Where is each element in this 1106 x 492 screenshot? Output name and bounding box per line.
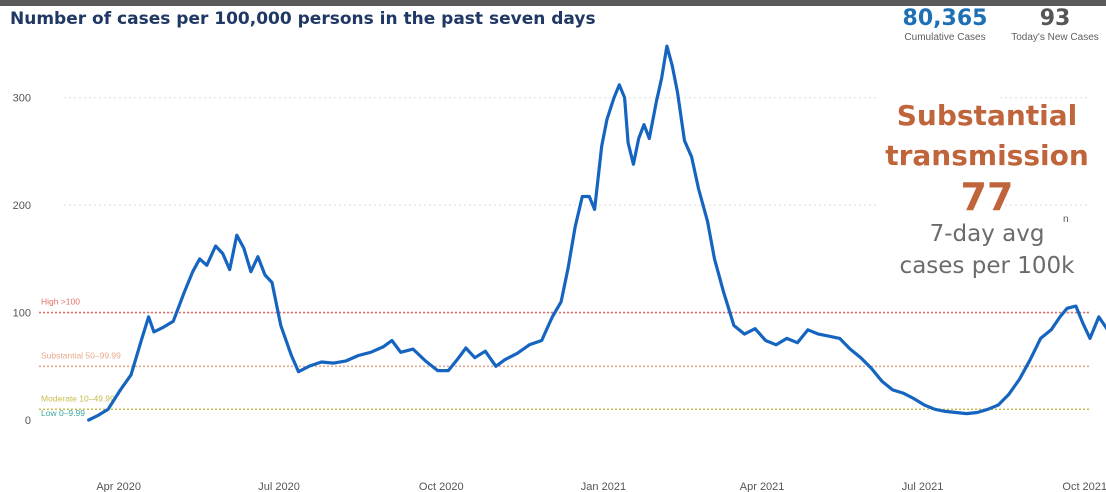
y-tick-label-300: 300: [13, 93, 31, 105]
stray-glyph: n: [1063, 214, 1069, 225]
transmission-level: Substantial transmission: [873, 96, 1101, 176]
top-bar: [0, 0, 1106, 6]
y-tick-label-200: 200: [13, 200, 31, 212]
threshold-label-0: High >100: [41, 297, 80, 307]
kpi-new-value: 93: [1039, 6, 1071, 31]
kpi-new-cases: 93 Today's New Cases: [1005, 6, 1105, 44]
transmission-level-line2: transmission: [885, 139, 1089, 172]
transmission-status-panel: Substantial transmission 77 7-day avg ca…: [873, 92, 1101, 310]
transmission-subtitle: 7-day avg cases per 100k: [873, 218, 1101, 282]
x-tick-label-3: Jan 2021: [581, 481, 626, 492]
x-tick-label-6: Oct 2021: [1062, 481, 1106, 492]
threshold-label-2: Moderate 10–49.99: [41, 393, 115, 403]
y-tick-label-100: 100: [13, 308, 31, 320]
kpi-new-label: Today's New Cases: [1011, 32, 1099, 43]
transmission-level-line1: Substantial: [896, 99, 1078, 132]
threshold-label-1: Substantial 50–99.99: [41, 350, 121, 360]
series-line-0: [87, 44, 1106, 422]
x-tick-label-4: Apr 2021: [740, 481, 785, 492]
transmission-value: 77: [960, 175, 1014, 219]
kpi-cumulative-cases: 80,365 Cumulative Cases: [895, 6, 995, 44]
y-tick-label-0: 0: [25, 415, 31, 427]
kpi-cumulative-label: Cumulative Cases: [904, 32, 986, 43]
transmission-subtitle-line2: cases per 100k: [899, 253, 1075, 279]
x-tick-label-1: Jul 2020: [258, 481, 300, 492]
page-title: Number of cases per 100,000 persons in t…: [10, 9, 596, 29]
transmission-subtitle-line1: 7-day avg: [929, 221, 1045, 247]
x-tick-label-0: Apr 2020: [96, 481, 141, 492]
kpi-cumulative-value: 80,365: [902, 6, 988, 31]
x-tick-label-5: Jul 2021: [902, 481, 944, 492]
x-tick-label-2: Oct 2020: [419, 481, 464, 492]
threshold-label-3: Low 0–9.99: [41, 408, 85, 418]
